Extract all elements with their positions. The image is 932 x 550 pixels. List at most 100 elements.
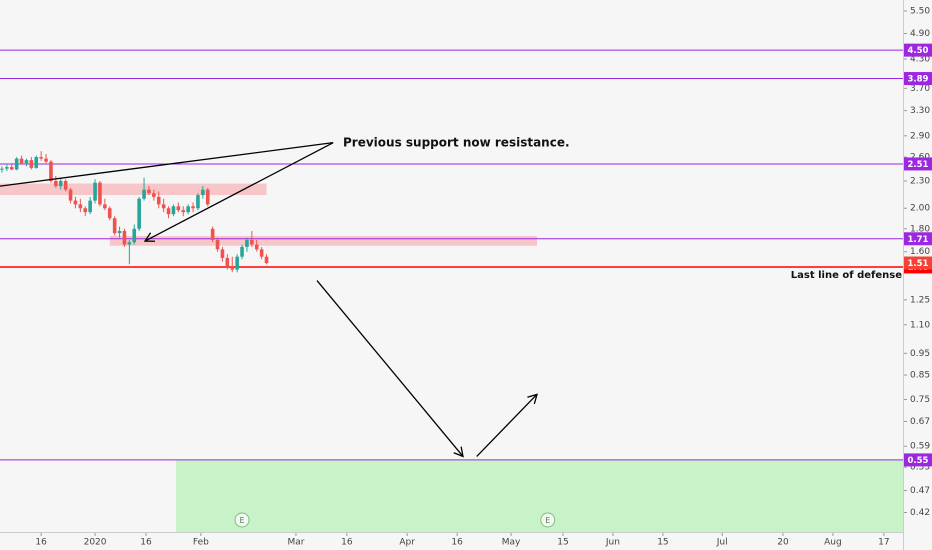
candle-body bbox=[19, 158, 24, 164]
candle-body bbox=[127, 242, 132, 245]
price-label: 2.51 bbox=[908, 160, 929, 170]
y-tick-label: 0.67 bbox=[910, 417, 930, 427]
candle-body bbox=[147, 189, 151, 194]
y-tick-label: 4.90 bbox=[910, 29, 930, 39]
y-tick-label: 5.50 bbox=[910, 7, 930, 17]
candle-body bbox=[132, 228, 137, 243]
candle-body bbox=[210, 228, 215, 240]
candle-body bbox=[14, 158, 19, 170]
zone bbox=[0, 183, 267, 196]
candle-body bbox=[181, 210, 186, 213]
price-label-box bbox=[904, 72, 932, 86]
annotation: Previous support now resistance. bbox=[343, 136, 570, 150]
price-label: 1.51 bbox=[908, 259, 929, 269]
plot bbox=[0, 49, 903, 532]
candle-body bbox=[225, 257, 230, 267]
candle-body bbox=[152, 193, 156, 197]
y-tick-label: 2.30 bbox=[910, 176, 930, 186]
y-tick-label: 0.95 bbox=[910, 349, 930, 359]
y-tick-label: 1.25 bbox=[910, 295, 930, 305]
price-label-box bbox=[904, 256, 932, 270]
x-tick-label: Feb bbox=[193, 538, 209, 548]
x-tick-label: 17 bbox=[878, 538, 889, 548]
y-tick-label: 1.80 bbox=[910, 224, 930, 234]
candle-body bbox=[29, 160, 34, 168]
y-tick-label: 3.70 bbox=[910, 84, 930, 94]
candle-body bbox=[220, 249, 225, 258]
x-tick-label: Aug bbox=[824, 538, 842, 548]
candle-body bbox=[83, 208, 88, 213]
candle-body bbox=[0, 168, 4, 170]
candle-body bbox=[88, 200, 92, 213]
arrow-head bbox=[453, 446, 464, 458]
price-label-box bbox=[904, 157, 932, 171]
y-tick-label: 2.90 bbox=[910, 131, 930, 141]
y-tick-label: 0.75 bbox=[910, 395, 930, 405]
y-tick-label: 0.42 bbox=[910, 508, 930, 518]
price-label-box bbox=[904, 232, 932, 246]
price-label-box bbox=[904, 43, 932, 57]
candle-body bbox=[201, 189, 205, 196]
candle-body bbox=[44, 158, 48, 162]
candle-body bbox=[215, 239, 220, 250]
candle-body bbox=[191, 206, 195, 209]
price-label-box bbox=[904, 453, 932, 467]
candle-body bbox=[205, 189, 210, 205]
y-tick-label: 1.10 bbox=[910, 320, 930, 330]
zone bbox=[109, 235, 537, 246]
candle-body bbox=[196, 195, 200, 209]
price-label: 0.55 bbox=[908, 456, 929, 466]
candle-body bbox=[58, 180, 63, 187]
candle-body bbox=[166, 208, 171, 215]
candle-body bbox=[112, 218, 117, 234]
x-tick-label: 16 bbox=[451, 538, 463, 548]
candle-body bbox=[5, 167, 9, 169]
candle-body bbox=[98, 182, 102, 205]
candle-body bbox=[259, 249, 264, 257]
y-tick-label: 2.00 bbox=[910, 204, 930, 214]
annotation: Last line of defense bbox=[791, 270, 902, 281]
x-tick-label: Apr bbox=[399, 538, 415, 548]
candle-body bbox=[49, 161, 53, 181]
candle-body bbox=[68, 189, 73, 201]
candle-body bbox=[54, 180, 58, 187]
x-tick-label: May bbox=[502, 538, 521, 548]
candle-body bbox=[161, 204, 166, 209]
candle-body bbox=[235, 256, 239, 270]
candle-body bbox=[103, 204, 107, 209]
x-tick-label: 2020 bbox=[84, 538, 107, 548]
x-tick-label: 15 bbox=[557, 538, 568, 548]
candle-body bbox=[78, 204, 83, 209]
trend-line bbox=[144, 142, 334, 242]
candle-body bbox=[171, 206, 176, 215]
candle-body bbox=[176, 206, 181, 211]
arrow-head bbox=[143, 232, 156, 242]
x-tick-label: Jun bbox=[605, 538, 620, 548]
price-label: 4.50 bbox=[908, 46, 929, 56]
candle-body bbox=[240, 246, 244, 257]
y-tick-label: 0.47 bbox=[910, 486, 930, 496]
event-label: E bbox=[240, 516, 245, 525]
candle-body bbox=[137, 198, 141, 229]
candle-body bbox=[34, 157, 39, 168]
y-tick-label: 4.30 bbox=[910, 55, 930, 65]
event-label: E bbox=[545, 516, 550, 525]
candle-body bbox=[254, 244, 259, 250]
x-tick-label: 15 bbox=[657, 538, 668, 548]
event-marker bbox=[234, 512, 250, 528]
candle-body bbox=[186, 206, 190, 213]
candle-body bbox=[39, 157, 43, 159]
candle-body bbox=[9, 167, 14, 170]
candle-body bbox=[73, 200, 78, 205]
candle-body bbox=[107, 208, 112, 219]
event-marker bbox=[540, 512, 556, 528]
x-tick-label: 16 bbox=[140, 538, 152, 548]
price-label: 1.71 bbox=[908, 235, 929, 245]
candle-body bbox=[156, 196, 161, 205]
y-tick-label: 0.53 bbox=[910, 463, 930, 473]
candle-body bbox=[250, 239, 254, 245]
y-tick-label: 0.85 bbox=[910, 371, 930, 381]
x-tick-label: Mar bbox=[287, 538, 304, 548]
